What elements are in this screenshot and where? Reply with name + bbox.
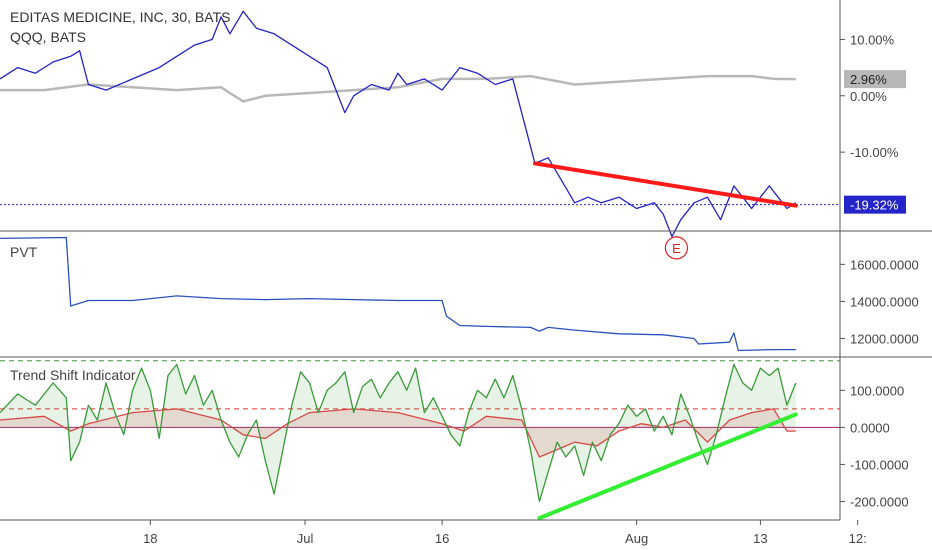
- x-tick-label: 16: [435, 531, 449, 546]
- x-tick-label: 18: [143, 531, 157, 546]
- time-axis: 18 Jul 16 Aug 13 12:: [143, 520, 867, 546]
- trendline: [532, 161, 798, 208]
- y-tick-label: -10.00%: [850, 145, 899, 160]
- y-tick-label: -200.0000: [850, 494, 909, 509]
- x-tick-label: 13: [753, 531, 767, 546]
- tsi-red-area: [0, 408, 796, 458]
- y-tick-label: 16000.0000: [850, 257, 919, 272]
- trendline: [537, 412, 798, 521]
- chart-frame: [0, 0, 932, 521]
- value-label-box: [844, 195, 906, 214]
- y-tick-label: 0.0000: [850, 420, 890, 435]
- x-tick-label: 12:: [849, 531, 867, 546]
- chart-title: EDITAS MEDICINE, INC, 30, BATS: [10, 9, 230, 25]
- series-line: [0, 236, 796, 352]
- pvt-pane: 16000.0000 14000.0000 12000.0000: [0, 236, 919, 352]
- chart-subtitle: QQQ, BATS: [10, 29, 86, 45]
- x-tick-label: Jul: [297, 531, 314, 546]
- series-line: [0, 363, 797, 503]
- tsi-area: [0, 364, 796, 502]
- tsi-label: Trend Shift Indicator: [10, 367, 136, 383]
- pvt-label: PVT: [10, 244, 38, 260]
- series-line: [0, 74, 796, 103]
- tsi-pane: 100.0000 0.0000 -100.0000 -200.0000: [0, 360, 909, 521]
- y-tick-label: 0.00%: [850, 89, 887, 104]
- earnings-event-marker: [664, 236, 689, 260]
- y-tick-label: 14000.0000: [850, 294, 919, 309]
- value-label-box: [844, 70, 906, 89]
- y-tick-label: 12000.0000: [850, 331, 919, 346]
- earnings-event-label: E: [672, 241, 681, 256]
- y-tick-label: 10.00%: [850, 32, 895, 47]
- series-line: [0, 10, 797, 238]
- value-label: 2.96%: [850, 72, 887, 87]
- y-tick-label: 100.0000: [850, 383, 904, 398]
- y-tick-label: -100.0000: [850, 457, 909, 472]
- series-line: [0, 408, 796, 458]
- price-pane: 10.00% 0.00% -10.00% E 2.96% -19.32%: [0, 10, 906, 260]
- value-label: -19.32%: [850, 198, 899, 213]
- x-tick-label: Aug: [625, 531, 648, 546]
